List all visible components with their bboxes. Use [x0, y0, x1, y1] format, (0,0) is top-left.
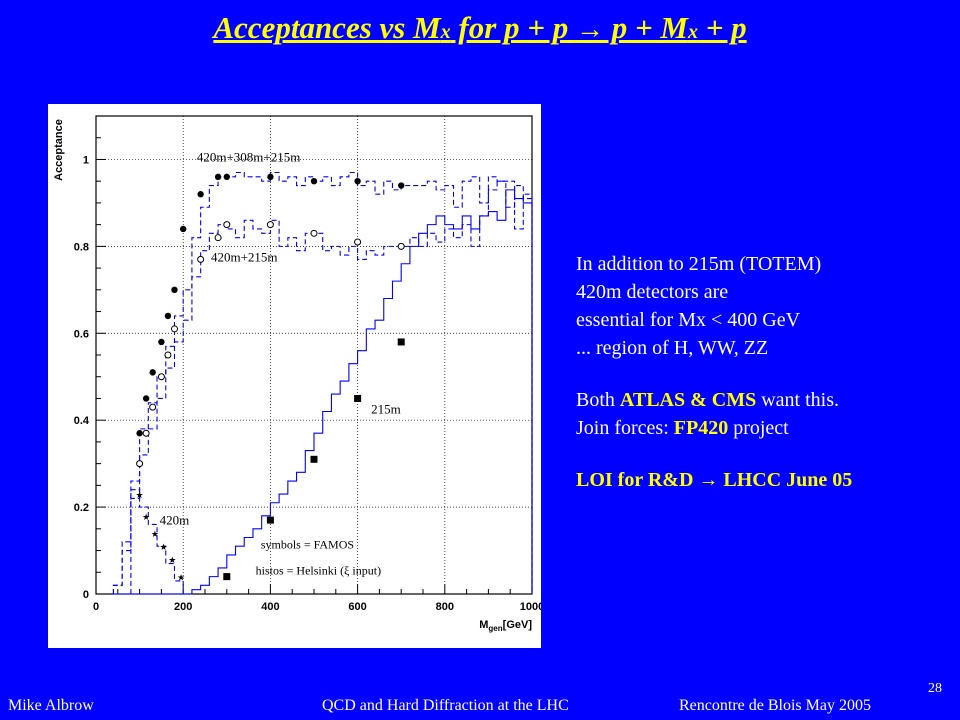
- data-point: [149, 403, 157, 411]
- title-subscript: x: [687, 21, 698, 43]
- data-point: [267, 173, 274, 181]
- data-point: [197, 191, 204, 198]
- data-point: [223, 573, 231, 581]
- title-subscript: x: [440, 21, 451, 43]
- annotation-label: 420m+215m: [211, 250, 278, 265]
- footer-venue: Rencontre de Blois May 2005: [679, 697, 871, 714]
- data-point: [180, 225, 187, 233]
- loi-line: LOI for R&D → LHCC June 05: [576, 469, 853, 491]
- histogram-a3: [113, 189, 533, 595]
- side-text-line: Both ATLAS & CMS want this.: [576, 386, 956, 414]
- side-text-line: Join forces: FP420 project: [576, 414, 956, 442]
- data-point: [214, 234, 222, 242]
- slide-title: Acceptances vs Mx for p + p → p + Mx + p: [0, 10, 960, 46]
- y-tick-label: 0.8: [74, 241, 89, 253]
- y-tick-label: 0: [83, 589, 89, 601]
- data-point: [164, 351, 172, 359]
- histogram-a1: [112, 171, 533, 594]
- y-tick-label: 0.2: [74, 502, 89, 514]
- histogram-a4: [130, 489, 184, 594]
- right-arrow-icon: →: [575, 14, 604, 45]
- x-tick-label: 0: [93, 601, 99, 613]
- data-point: ★: [142, 513, 150, 523]
- text-part: project: [728, 417, 789, 439]
- data-point: [158, 338, 165, 346]
- annotation-label: 215m: [371, 402, 401, 417]
- data-point: [164, 312, 172, 320]
- slide-number: 28: [928, 681, 942, 696]
- histogram-a2: [112, 180, 533, 594]
- text-part: Both: [576, 389, 620, 411]
- data-point: ★: [160, 543, 168, 553]
- data-point: ★: [177, 574, 185, 584]
- text-part: want this.: [756, 389, 839, 411]
- data-point: [310, 455, 318, 463]
- data-point: [157, 373, 165, 381]
- data-point: [310, 229, 318, 237]
- data-point: [171, 286, 178, 294]
- data-point: [266, 516, 274, 524]
- data-point: [223, 221, 231, 229]
- title-part: + p: [697, 10, 747, 45]
- x-tick-label: 200: [174, 601, 192, 613]
- data-point: [170, 325, 178, 333]
- data-point: [136, 460, 144, 468]
- x-axis-label: Mgen[GeV]: [479, 619, 532, 633]
- data-point: [354, 394, 362, 402]
- text-part: Join forces:: [576, 417, 674, 439]
- legend-label: symbols = FAMOS: [261, 537, 354, 551]
- y-tick-label: 1: [83, 154, 89, 166]
- data-point: [354, 238, 362, 246]
- data-point: [266, 221, 274, 229]
- data-point: ★: [136, 491, 144, 501]
- data-point: ★: [168, 556, 176, 566]
- data-point: [397, 242, 405, 250]
- y-tick-label: 0.4: [74, 415, 90, 427]
- legend-label: histos = Helsinki (ξ input): [256, 563, 381, 577]
- side-text-line: essential for Mx < 400 GeV: [576, 309, 801, 331]
- x-tick-label: 400: [261, 601, 279, 613]
- data-point: [142, 395, 150, 402]
- data-point: [310, 177, 318, 185]
- footer-author: Mike Albrow: [8, 697, 94, 714]
- highlight-text: FP420: [673, 417, 729, 439]
- data-point: [149, 369, 156, 376]
- title-part: for p + p: [450, 10, 576, 45]
- data-point: [398, 182, 405, 189]
- data-point: [142, 429, 150, 437]
- x-tick-label: 600: [348, 601, 366, 613]
- side-text-line: 420m detectors are: [576, 281, 729, 303]
- data-point: [397, 338, 405, 346]
- side-text-line: In addition to 215m (TOTEM): [576, 253, 822, 275]
- data-point: ★: [151, 530, 159, 540]
- side-text: In addition to 215m (TOTEM) 420m detecto…: [576, 250, 956, 494]
- title-part: p + M: [603, 10, 688, 45]
- y-axis-label: Acceptance: [53, 119, 65, 181]
- annotation-label: 420m+308m+215m: [197, 150, 301, 165]
- data-point: [223, 173, 230, 181]
- x-tick-label: 800: [436, 601, 454, 613]
- y-tick-label: 0.6: [74, 328, 89, 340]
- data-point: [354, 177, 361, 185]
- highlight-text: ATLAS & CMS: [619, 389, 757, 411]
- data-point: [214, 173, 222, 181]
- data-point: [136, 430, 143, 437]
- annotation-label: 420m: [160, 512, 190, 527]
- title-part: Acceptances vs M: [213, 10, 441, 45]
- side-text-line: ... region of H, WW, ZZ: [576, 337, 769, 359]
- data-point: [197, 255, 205, 263]
- footer-talk: QCD and Hard Diffraction at the LHC: [322, 697, 569, 714]
